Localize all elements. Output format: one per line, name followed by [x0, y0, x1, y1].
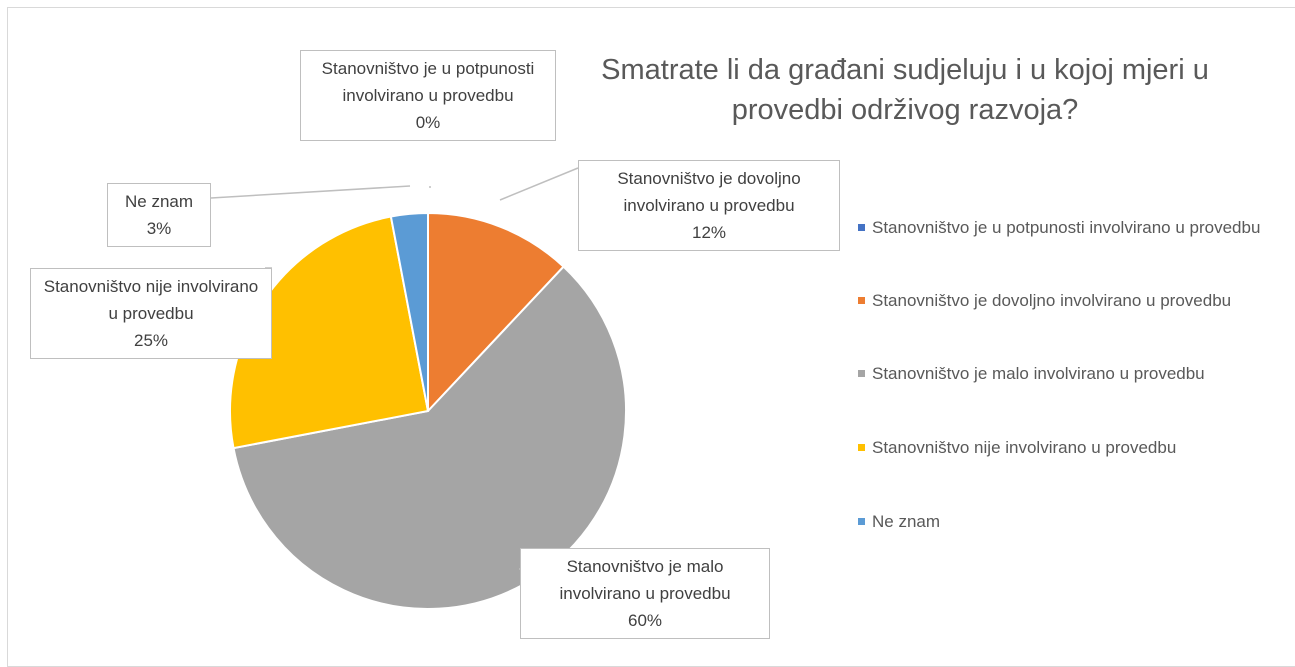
legend-label: Stanovništvo je malo involvirano u prove…: [872, 364, 1205, 383]
data-label: Stanovništvo je u potpunosti involvirano…: [300, 50, 556, 141]
legend-label: Ne znam: [872, 512, 941, 531]
legend-item: Stanovništvo nije involvirano u provedbu: [858, 434, 1278, 461]
legend-label: Stanovništvo je u potpunosti involvirano…: [872, 218, 1261, 237]
legend-item: Stanovništvo je dovoljno involvirano u p…: [858, 287, 1278, 314]
data-label-name: Ne znam: [124, 192, 194, 211]
legend-swatch: [858, 370, 865, 377]
data-label: Stanovništvo nije involvirano u provedbu…: [30, 268, 272, 359]
data-label-value: 12%: [691, 223, 727, 242]
pie-slice: [427, 211, 565, 414]
legend-item: Stanovništvo je malo involvirano u prove…: [858, 360, 1278, 387]
data-label: Stanovništvo je dovoljno involvirano u p…: [578, 160, 840, 251]
legend-swatch: [858, 297, 865, 304]
data-label-name: Stanovništvo nije involvirano u provedbu: [43, 277, 259, 323]
legend-swatch: [858, 224, 865, 231]
data-label-value: 0%: [415, 113, 441, 132]
data-label: Ne znam 3%: [107, 183, 211, 247]
pie-slice: [389, 211, 429, 412]
legend-swatch: [858, 444, 865, 451]
chart: Smatrate li da građani sudjeluju i u koj…: [7, 7, 1295, 667]
legend-label: Stanovništvo je dovoljno involvirano u p…: [872, 291, 1232, 310]
data-label-value: 25%: [133, 331, 169, 350]
chart-title: Smatrate li da građani sudjeluju i u koj…: [601, 54, 1209, 126]
legend-item: Stanovništvo je u potpunosti involvirano…: [858, 214, 1278, 241]
leader-line: [210, 185, 411, 199]
leader-line: [499, 167, 579, 201]
legend-swatch: [858, 518, 865, 525]
legend-item: Ne znam: [858, 508, 1278, 535]
data-label-name: Stanovništvo je dovoljno involvirano u p…: [617, 169, 801, 215]
data-label-value: 3%: [146, 219, 172, 238]
data-label-name: Stanovništvo je u potpunosti involvirano…: [321, 59, 535, 105]
data-label: Stanovništvo je malo involvirano u prove…: [520, 548, 770, 639]
data-label-value: 60%: [627, 611, 663, 630]
legend-label: Stanovništvo nije involvirano u provedbu: [872, 438, 1177, 457]
data-label-name: Stanovništvo je malo involvirano u prove…: [559, 557, 731, 603]
